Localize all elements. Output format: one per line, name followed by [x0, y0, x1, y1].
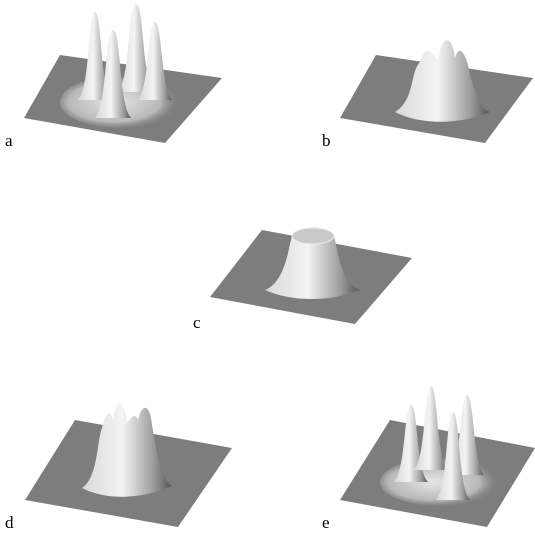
panel-label: d — [5, 513, 14, 532]
surface-rim — [292, 228, 334, 244]
panel-c: c — [193, 227, 412, 332]
panel-a: a — [5, 4, 222, 150]
panel-e: e — [322, 386, 535, 532]
panel-b: b — [322, 40, 533, 150]
panel-label: a — [5, 131, 13, 150]
figure: a b c d e — [0, 0, 535, 534]
panel-label: e — [322, 513, 330, 532]
panel-d: d — [5, 404, 232, 532]
panel-label: b — [322, 131, 331, 150]
panel-label: c — [193, 313, 201, 332]
